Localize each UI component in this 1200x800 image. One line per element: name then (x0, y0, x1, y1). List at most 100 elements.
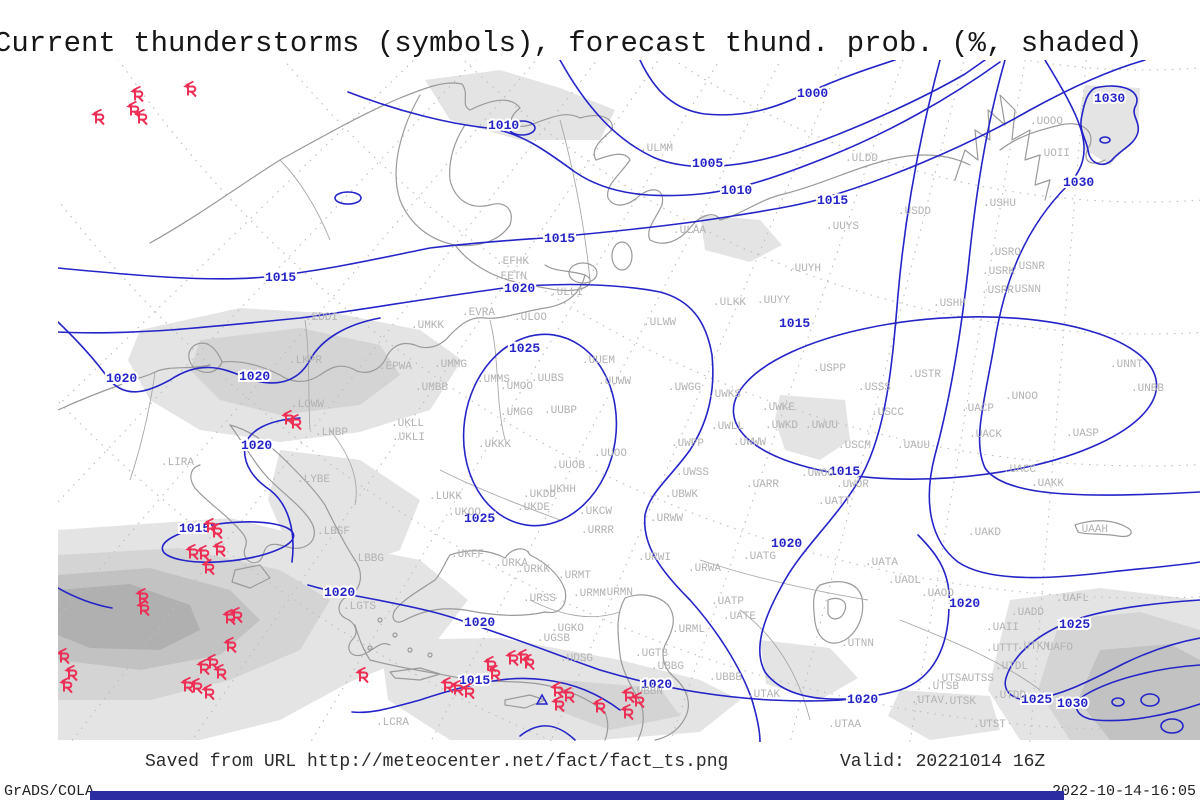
station-label: .UWOR (836, 479, 869, 491)
isobar-label: 1015 (817, 193, 848, 208)
station-label: .UATG (743, 551, 776, 563)
station-label: .UAFL (1056, 593, 1089, 605)
station-label: .USHH (933, 298, 966, 310)
station-label: .UAKD (968, 527, 1001, 539)
station-label: .ULAA (673, 225, 706, 237)
station-label: .UKKK (478, 439, 511, 451)
station-label: .UTSS (961, 673, 994, 685)
station-label: .USCC (871, 407, 904, 419)
station-label: .UWOO (801, 468, 834, 480)
station-label: .UKCW (579, 506, 612, 518)
station-label: .UATT (818, 496, 851, 508)
station-label: .UAII (986, 622, 1019, 634)
station-label: .UARR (746, 479, 779, 491)
station-label: .USHU (983, 198, 1016, 210)
isobar-label: 1020 (504, 281, 535, 296)
thunderstorm-icon (90, 108, 105, 126)
station-label: .USPP (813, 363, 846, 375)
station-label: .UNBB (1131, 383, 1164, 395)
station-label: .USSS (858, 382, 891, 394)
storm-symbols (58, 80, 645, 721)
station-label: .UAFO (1040, 642, 1073, 654)
station-label: .UKHH (543, 484, 576, 496)
station-label: .UAOO (921, 588, 954, 600)
station-label: .UATE (723, 611, 756, 623)
station-label: .URWW (650, 513, 683, 525)
grads-credit: GrADS/COLA (4, 783, 95, 800)
station-label: .ULMM (640, 143, 673, 155)
station-label: .UASP (1066, 428, 1099, 440)
station-label: .UWLL (711, 421, 744, 433)
station-label: .UBWK (665, 489, 698, 501)
station-label: .UTAA (828, 719, 861, 731)
station-label: .LCRA (376, 717, 409, 729)
isobar-labels: 1015 1010 1005 1000 1015 1015 1020 1010 1030 1030… (104, 84, 1127, 713)
station-label: .UDSG (560, 653, 593, 665)
valid-time-text: Valid: 20221014 16Z (840, 752, 1046, 772)
probability-shading (58, 70, 1200, 740)
station-label: .UGTB (635, 648, 668, 660)
station-label: .UWKD (765, 420, 798, 432)
station-label: .UMKK (411, 320, 444, 332)
station-label: .UUYY (757, 295, 790, 307)
station-label: .UKLI (392, 432, 425, 444)
isobar-label: 1020 (106, 371, 137, 386)
isobar-label: 1005 (692, 156, 723, 171)
isobar-label: 1015 (179, 521, 210, 536)
station-labels: .ULMM .ULDD .UOOO .UOII .USDD .USHU .USRO .USNR… (161, 116, 1164, 731)
station-label: .UBBB (709, 672, 742, 684)
station-label: .UACK (969, 429, 1002, 441)
station-label: .UUYS (826, 221, 859, 233)
isobar-label: 1020 (949, 596, 980, 611)
station-label: .UGKO (551, 623, 584, 635)
isobar-label: 1015 (459, 673, 490, 688)
station-label: .USRO (988, 247, 1021, 259)
station-label: .UUYH (788, 263, 821, 275)
station-label: .UTSA (935, 673, 968, 685)
triangle-marker (535, 693, 549, 705)
station-label: .UBBG (651, 661, 684, 673)
station-label: .URML (672, 624, 705, 636)
isobar-label: 1015 (265, 270, 296, 285)
station-label: .URMN (600, 587, 633, 599)
station-label: .URSS (523, 593, 556, 605)
station-label: .UUBS (531, 373, 564, 385)
isobar-label: 1010 (721, 183, 752, 198)
station-label: .UTAK (747, 689, 780, 701)
station-label: .USCM (838, 440, 871, 452)
saved-from-url-text: Saved from URL http://meteocenter.net/fa… (145, 752, 729, 772)
station-label: .EFHK (496, 256, 529, 268)
station-label: .ULOO (514, 312, 547, 324)
station-label: .UTTT (986, 643, 1019, 655)
station-label: .UTNN (841, 638, 874, 650)
station-label: .UWSS (676, 467, 709, 479)
station-label: .UTKN (1017, 641, 1050, 653)
station-label: .URRR (581, 525, 614, 537)
station-label: .UMOO (500, 381, 533, 393)
station-label: .UKFF (451, 549, 484, 561)
station-label: .USRR (981, 285, 1014, 297)
station-label: .LKPR (289, 355, 322, 367)
station-label: .LGTS (343, 601, 376, 613)
station-label: .EVRA (462, 307, 495, 319)
isobars (58, 60, 1200, 742)
station-label: .UACC (1003, 464, 1036, 476)
station-label: .UKOO (448, 507, 481, 519)
station-label: .UAOL (888, 575, 921, 587)
station-label: .UWWW (733, 437, 766, 449)
station-label: .LHBP (315, 427, 348, 439)
isobar-label: 1010 (488, 118, 519, 133)
station-label: .EETN (494, 271, 527, 283)
station-label: .UMGG (500, 407, 533, 419)
station-label: .UKLL (391, 418, 424, 430)
station-label: .UGSB (537, 633, 570, 645)
station-label: .URWI (638, 552, 671, 564)
station-label: .URWA (688, 563, 721, 575)
timestamp: 2022-10-14-16:05 (1051, 783, 1196, 800)
station-label: .UTSK (943, 696, 976, 708)
isobar-label: 1025 (1021, 692, 1052, 707)
page-title: Current thunderstorms (symbols), forecas… (0, 27, 1143, 60)
station-label: .UUEM (582, 355, 615, 367)
station-label: .UUOB (552, 460, 585, 472)
